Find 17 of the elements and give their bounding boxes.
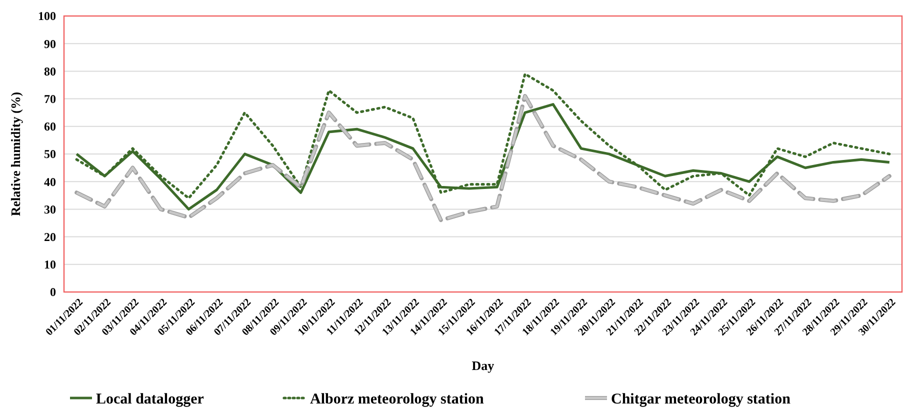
y-tick-label: 0 [50, 285, 56, 300]
y-tick-label: 80 [44, 64, 56, 78]
y-tick-label: 10 [44, 258, 56, 272]
legend-label: Alborz meteorology station [310, 391, 485, 408]
y-tick-label: 100 [38, 9, 56, 24]
y-tick-label: 50 [44, 147, 56, 162]
y-tick-label: 90 [44, 36, 56, 51]
y-tick-label: 70 [44, 92, 56, 106]
y-tick-label: 60 [44, 120, 56, 134]
y-tick-label: 20 [44, 230, 56, 244]
y-tick-label: 40 [44, 174, 56, 189]
y-tick-label: 30 [44, 202, 56, 216]
y-axis-title: Relative humidity (%) [8, 92, 23, 216]
line-series [74, 94, 892, 222]
x-axis-title: Day [472, 358, 495, 373]
legend-label: Chitgar meteorology station [611, 391, 792, 408]
legend-label: Local datalogger [96, 391, 204, 408]
